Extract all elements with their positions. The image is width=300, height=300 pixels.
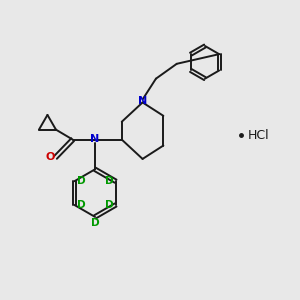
Text: D: D (76, 200, 85, 210)
Text: D: D (105, 200, 113, 210)
Text: O: O (45, 152, 55, 162)
Text: N: N (90, 134, 100, 144)
Text: D: D (76, 176, 85, 186)
Text: D: D (105, 176, 113, 186)
Text: N: N (138, 96, 147, 106)
Text: D: D (91, 218, 99, 228)
Text: HCl: HCl (248, 129, 270, 142)
